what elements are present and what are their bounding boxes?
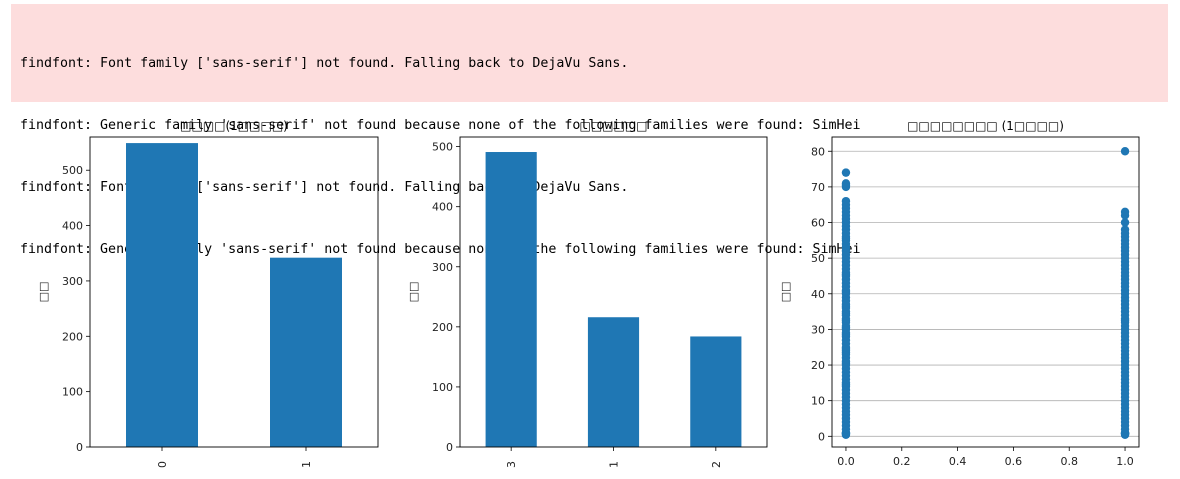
y-tick-label: 20 [811,359,825,372]
y-tick-label: 500 [62,164,83,177]
scatter-point [841,179,851,188]
scatter-point [1120,147,1130,156]
chart-title: □□□□□□□□ (1□□□□) [907,119,1064,133]
y-tick-label: 40 [811,288,825,301]
y-tick-label: 0 [76,441,83,454]
y-axis-label: □□ [37,282,50,303]
chart-title: □□□□□□ [579,119,647,133]
scatter-point [1120,225,1130,234]
y-tick-label: 60 [811,217,825,230]
y-tick-label: 300 [432,261,453,274]
y-tick-label: 80 [811,145,825,158]
x-tick-label: 0.8 [1060,455,1078,468]
axes-frame [89,136,379,448]
y-tick-label: 100 [62,386,83,399]
axes-frame [831,136,1140,448]
y-tick-label: 100 [432,381,453,394]
scatter-point [1120,207,1130,217]
x-tick-label: 1.0 [1116,455,1134,468]
scatter-point [1120,218,1130,227]
scatter-point [841,196,851,206]
y-tick-label: 10 [811,395,825,408]
bar [587,317,640,447]
x-tick-label: 0.0 [837,455,855,468]
y-tick-label: 0 [446,441,453,454]
stderr-line: findfont: Generic family 'sans-serif' no… [20,117,861,133]
scatter-point [841,168,851,177]
y-axis-label: □□ [779,282,792,303]
stderr-output: findfont: Font family ['sans-serif'] not… [11,4,1168,257]
y-tick-label: 200 [432,321,453,334]
y-tick-label: 30 [811,323,825,336]
x-tick-label: 1 [608,461,621,468]
x-tick-label: 3 [505,461,518,468]
stderr-line: findfont: Font family ['sans-serif'] not… [20,56,629,72]
y-tick-label: 400 [62,220,83,233]
y-tick-label: 70 [811,181,825,194]
bar [270,257,342,447]
bar [690,336,742,447]
x-tick-label: 0.2 [893,455,911,468]
x-tick-label: 0.4 [949,455,967,468]
x-tick-label: 0 [156,461,169,468]
bar [126,143,198,447]
x-tick-label: 1 [300,461,313,468]
y-tick-label: 500 [432,141,453,154]
y-tick-label: 300 [62,275,83,288]
y-tick-label: 200 [62,330,83,343]
axes-frame [459,136,768,448]
x-tick-label: 0.6 [1005,455,1023,468]
x-tick-label: 2 [710,461,723,468]
chart-title: □□□□(1□□□□) [180,119,288,133]
y-tick-label: 50 [811,252,825,265]
y-axis-label: □□ [407,282,420,303]
y-tick-label: 400 [432,201,453,214]
bar [485,152,537,447]
y-tick-label: 0 [818,430,825,443]
